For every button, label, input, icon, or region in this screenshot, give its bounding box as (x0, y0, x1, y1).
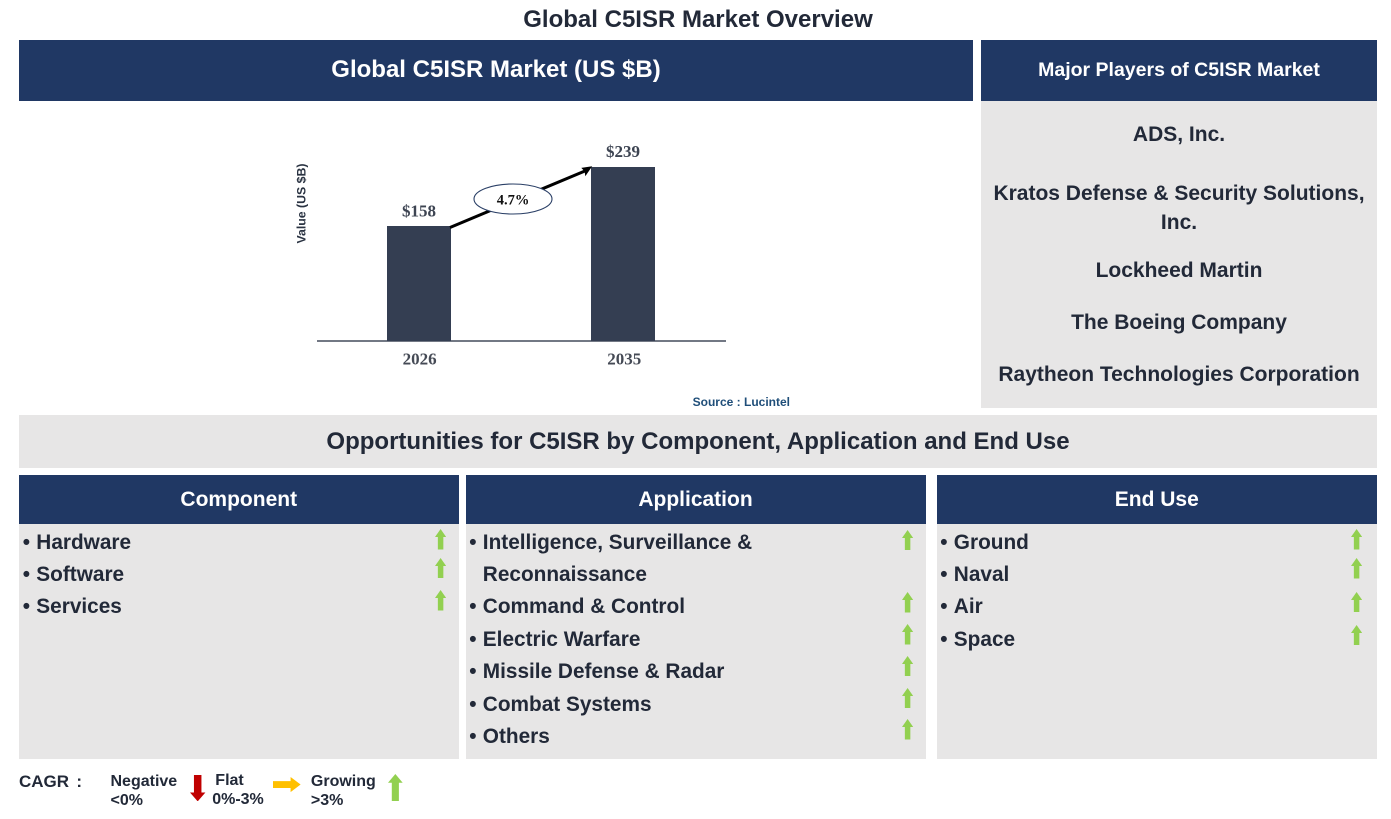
svg-text:2035: 2035 (607, 349, 641, 368)
svg-text:$158: $158 (402, 202, 436, 221)
svg-text:2026: 2026 (403, 349, 437, 368)
svg-text:4.7%: 4.7% (497, 193, 530, 209)
svg-text:$239: $239 (606, 142, 640, 161)
